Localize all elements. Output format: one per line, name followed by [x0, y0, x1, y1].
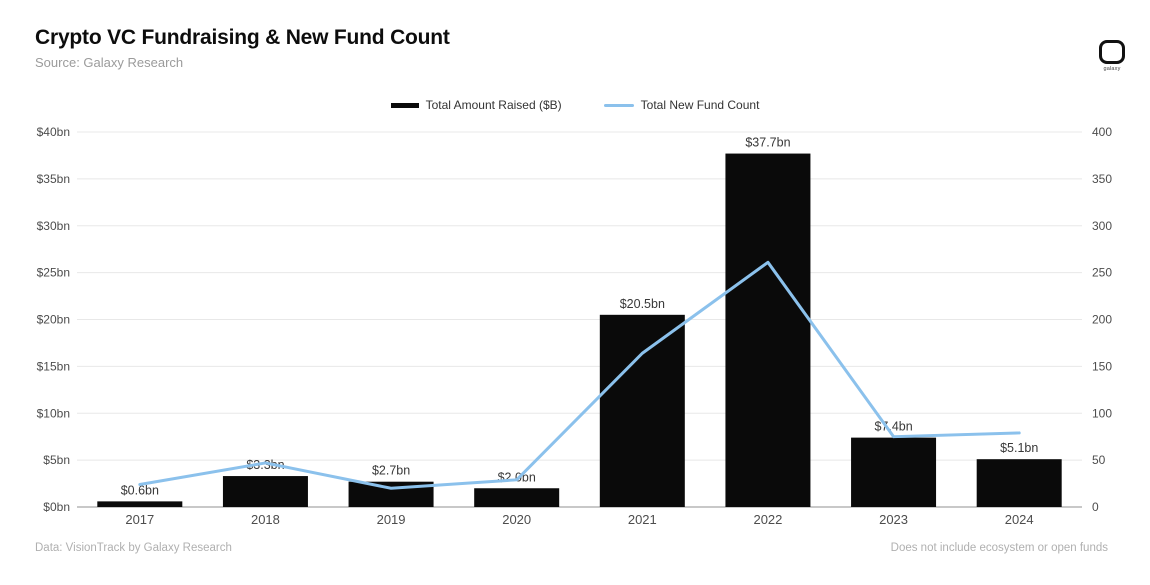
right-axis-tick: 200: [1092, 313, 1112, 327]
x-axis-label: 2024: [1005, 512, 1034, 527]
left-axis-tick: $25bn: [37, 266, 70, 280]
legend-item-fund-count: Total New Fund Count: [603, 98, 760, 112]
x-axis-label: 2021: [628, 512, 657, 527]
right-axis-tick: 50: [1092, 453, 1106, 467]
source-label: Source: Galaxy Research: [35, 55, 184, 70]
x-axis-label: 2022: [753, 512, 782, 527]
footer-disclaimer: Does not include ecosystem or open funds: [890, 542, 1108, 554]
bar-value-label: $0.6bn: [121, 483, 159, 497]
galaxy-logo-icon: [1099, 40, 1125, 64]
legend-item-amount-raised: Total Amount Raised ($B): [390, 98, 562, 112]
bar-value-label: $3.3bn: [246, 458, 284, 472]
bar-2021: [599, 314, 685, 507]
left-axis-tick: $10bn: [37, 406, 70, 420]
bar-2020: [474, 488, 560, 507]
bar-2017: [97, 501, 183, 507]
page-title: Crypto VC Fundraising & New Fund Count: [35, 26, 450, 49]
galaxy-logo: galaxy: [1096, 40, 1128, 72]
legend-bar-label: Total Amount Raised ($B): [425, 98, 562, 112]
bar-value-label: $20.5bn: [620, 297, 665, 311]
bar-value-label: $2.7bn: [372, 464, 410, 478]
left-axis-tick: $5bn: [43, 453, 70, 467]
footer-data-note: Data: VisionTrack by Galaxy Research: [35, 542, 232, 554]
left-axis-tick: $20bn: [37, 313, 70, 327]
left-axis-tick: $30bn: [37, 219, 70, 233]
x-axis-label: 2018: [251, 512, 280, 527]
bar-2024: [976, 459, 1062, 507]
legend-line-label: Total New Fund Count: [640, 98, 760, 112]
line-series-swatch-icon: [603, 103, 634, 107]
right-axis-tick: 150: [1092, 359, 1112, 373]
bar-value-label: $37.7bn: [745, 136, 790, 150]
bar-2018: [222, 476, 308, 507]
bar-2023: [851, 437, 937, 507]
left-axis-tick: $15bn: [37, 359, 70, 373]
fund-count-line: [138, 260, 1021, 490]
x-axis-label: 2019: [377, 512, 406, 527]
left-axis-tick: $35bn: [37, 172, 70, 186]
galaxy-logo-label: galaxy: [1103, 66, 1121, 72]
bar-value-label: $7.4bn: [874, 420, 912, 434]
right-axis-tick: 250: [1092, 266, 1112, 280]
right-axis-tick: 350: [1092, 172, 1112, 186]
x-axis-label: 2017: [125, 512, 154, 527]
right-axis-tick: 300: [1092, 219, 1112, 233]
bar-2022: [725, 153, 811, 507]
chart-legend: Total Amount Raised ($B) Total New Fund …: [0, 98, 1150, 112]
bar-series-swatch-icon: [390, 102, 419, 108]
right-axis-tick: 400: [1092, 125, 1112, 139]
x-axis-label: 2023: [879, 512, 908, 527]
right-axis-tick: 0: [1092, 500, 1099, 514]
bar-value-label: $5.1bn: [1000, 441, 1038, 455]
left-axis-tick: $0bn: [43, 500, 70, 514]
right-axis-tick: 100: [1092, 406, 1112, 420]
left-axis-tick: $40bn: [37, 125, 70, 139]
x-axis-label: 2020: [502, 512, 531, 527]
